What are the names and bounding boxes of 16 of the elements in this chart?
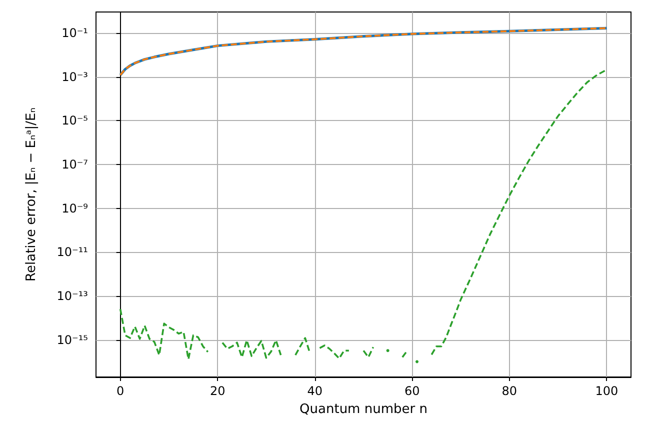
y-tick-label: 10⁻⁹	[62, 201, 88, 216]
x-tick-label: 40	[307, 384, 323, 398]
x-tick-label: 100	[595, 384, 618, 398]
x-axis-title: Quantum number n	[300, 402, 428, 417]
y-tick-label: 10⁻¹⁵	[56, 332, 88, 347]
x-tick-label: 0	[116, 384, 124, 398]
y-tick-label: 10⁻⁷	[62, 157, 88, 172]
y-tick-label: 10⁻¹¹	[56, 245, 88, 260]
y-tick-label: 10⁻⁵	[62, 114, 88, 128]
x-tick-label: 80	[502, 384, 518, 398]
x-tick-label: 20	[210, 384, 226, 398]
y-tick-label: 10⁻¹	[62, 26, 88, 40]
y-tick-label: 10⁻¹³	[56, 288, 88, 303]
y-axis-title: Relative error, |Eₙ − Eₙᵃ|/Eₙ	[24, 108, 39, 282]
y-tick-label: 10⁻³	[62, 70, 88, 84]
x-tick-label: 60	[404, 384, 420, 398]
